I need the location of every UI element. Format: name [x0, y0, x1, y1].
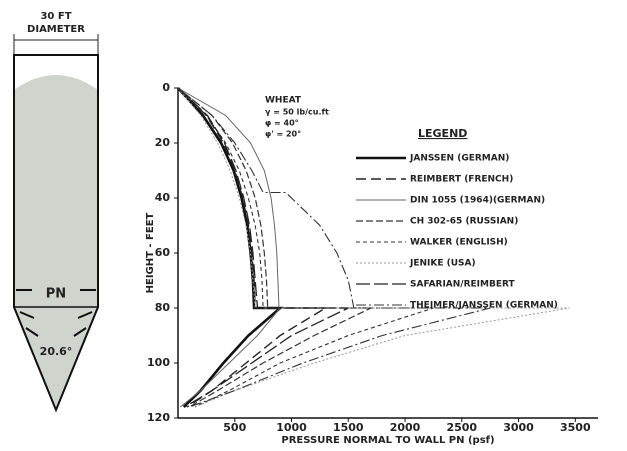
- angle-label: 20.6°: [40, 345, 73, 358]
- grain-fill: [14, 75, 98, 410]
- series-line: [177, 87, 329, 408]
- diameter-label: DIAMETER: [27, 24, 85, 35]
- y-tick-label: 40: [155, 191, 171, 204]
- y-tick-label: 20: [155, 136, 171, 149]
- legend-label: WALKER (ENGLISH): [410, 238, 508, 248]
- pressure-arrows: [16, 289, 96, 337]
- x-tick-label: 3500: [560, 421, 591, 434]
- y-tick-label: 80: [155, 301, 171, 314]
- legend-label: THEIMER/JANSSEN (GERMAN): [410, 301, 558, 311]
- x-tick-label: 1000: [276, 421, 307, 434]
- pressure-label: PN: [46, 287, 66, 302]
- legend-label: JENIKE (USA): [409, 259, 476, 269]
- annotation: γ = 50 lb/cu.ft: [265, 108, 329, 117]
- y-axis-label: HEIGHT - FEET: [145, 212, 156, 293]
- silo-outline: [13, 54, 99, 413]
- y-tick-label: 60: [155, 246, 171, 259]
- x-tick-label: 2000: [390, 421, 421, 434]
- series-line: [177, 87, 349, 408]
- x-tick-label: 2500: [446, 421, 477, 434]
- legend-label: JANSSEN (GERMAN): [409, 154, 509, 164]
- legend-label: REIMBERT (FRENCH): [410, 175, 513, 185]
- series-line: [177, 87, 570, 408]
- legend-label: CH 302-65 (RUSSIAN): [410, 217, 518, 227]
- y-tick-label: 100: [147, 356, 170, 369]
- annotation: φ' = 20°: [265, 130, 301, 139]
- x-tick-label: 500: [223, 421, 246, 434]
- annotation: φ = 40°: [265, 119, 299, 128]
- silo-diagram: 30 FT DIAMETER PN 20.6°: [13, 11, 99, 413]
- legend-label: SAFARIAN/REIMBERT: [410, 280, 516, 290]
- series-line: [177, 87, 372, 408]
- series-line: [177, 87, 434, 408]
- annotation: WHEAT: [265, 96, 302, 106]
- diameter-label: 30 FT: [40, 11, 71, 22]
- series-line: [177, 87, 491, 408]
- y-tick-label: 0: [162, 81, 170, 94]
- legend-label: DIN 1055 (1964)(GERMAN): [410, 196, 545, 206]
- x-axis-label: PRESSURE NORMAL TO WALL PN (psf): [281, 435, 494, 446]
- legend-title: LEGEND: [418, 127, 467, 140]
- y-tick-label: 120: [147, 411, 170, 424]
- series-line: [177, 87, 282, 408]
- x-tick-label: 1500: [333, 421, 364, 434]
- x-tick-label: 3000: [503, 421, 534, 434]
